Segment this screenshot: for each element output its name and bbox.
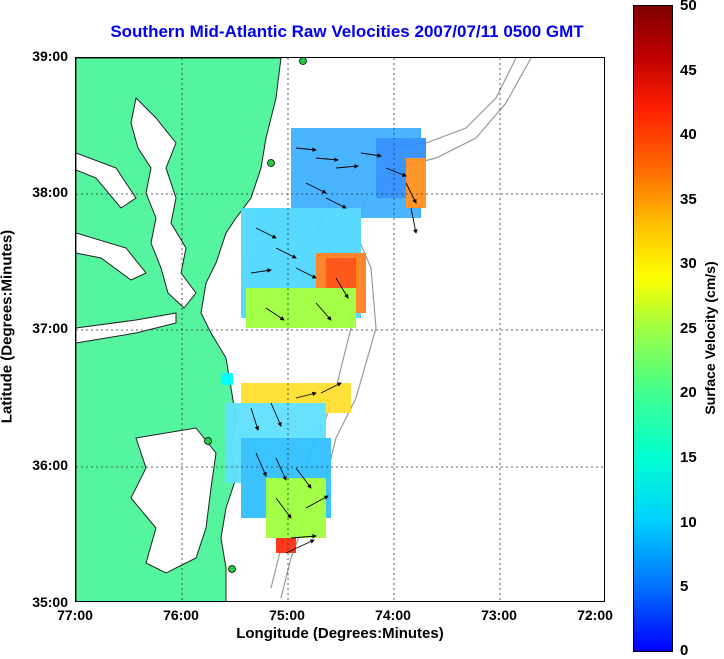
map-canvas: [76, 58, 604, 601]
colorbar-tick: 40: [680, 126, 697, 143]
x-tick-label: 76:00: [163, 607, 199, 623]
y-tick-label: 37:00: [32, 320, 68, 336]
velocity-field-north: [241, 128, 426, 328]
chart-title: Southern Mid-Atlantic Raw Velocities 200…: [110, 22, 584, 41]
sound-water: [130, 427, 217, 574]
radar-sites: [204, 58, 307, 573]
colorbar-tick: 30: [680, 255, 697, 272]
x-tick-label: 73:00: [481, 607, 517, 623]
colorbar-tick: 20: [680, 384, 697, 401]
x-axis-label: Longitude (Degrees:Minutes): [236, 625, 444, 642]
colorbar-tick: 15: [680, 449, 697, 466]
bay-water: [130, 96, 197, 309]
y-tick-label: 36:00: [32, 457, 68, 473]
colorbar-tick: 45: [680, 62, 697, 79]
colorbar: [633, 5, 673, 652]
map-plot-area: [75, 57, 605, 602]
y-tick-label: 39:00: [32, 48, 68, 64]
y-tick-label: 35:00: [32, 594, 68, 610]
x-tick-label: 77:00: [57, 607, 93, 623]
y-tick-label: 38:00: [32, 184, 68, 200]
y-axis-label: Latitude (Degrees:Minutes): [0, 229, 16, 424]
x-tick-label: 75:00: [269, 607, 305, 623]
colorbar-tick: 35: [680, 191, 697, 208]
colorbar-label: Surface Velocity (cm/s): [702, 261, 718, 415]
gridlines: [76, 58, 604, 601]
velocity-field-south: [221, 373, 351, 553]
x-tick-label: 72:00: [577, 607, 613, 623]
velocity-arrows: [250, 147, 418, 554]
colorbar-tick: 50: [680, 0, 697, 14]
colorbar-tick: 5: [680, 578, 689, 595]
colorbar-tick: 0: [680, 642, 689, 659]
x-tick-label: 74:00: [375, 607, 411, 623]
colorbar-tick: 25: [680, 320, 697, 337]
colorbar-tick: 10: [680, 514, 697, 531]
